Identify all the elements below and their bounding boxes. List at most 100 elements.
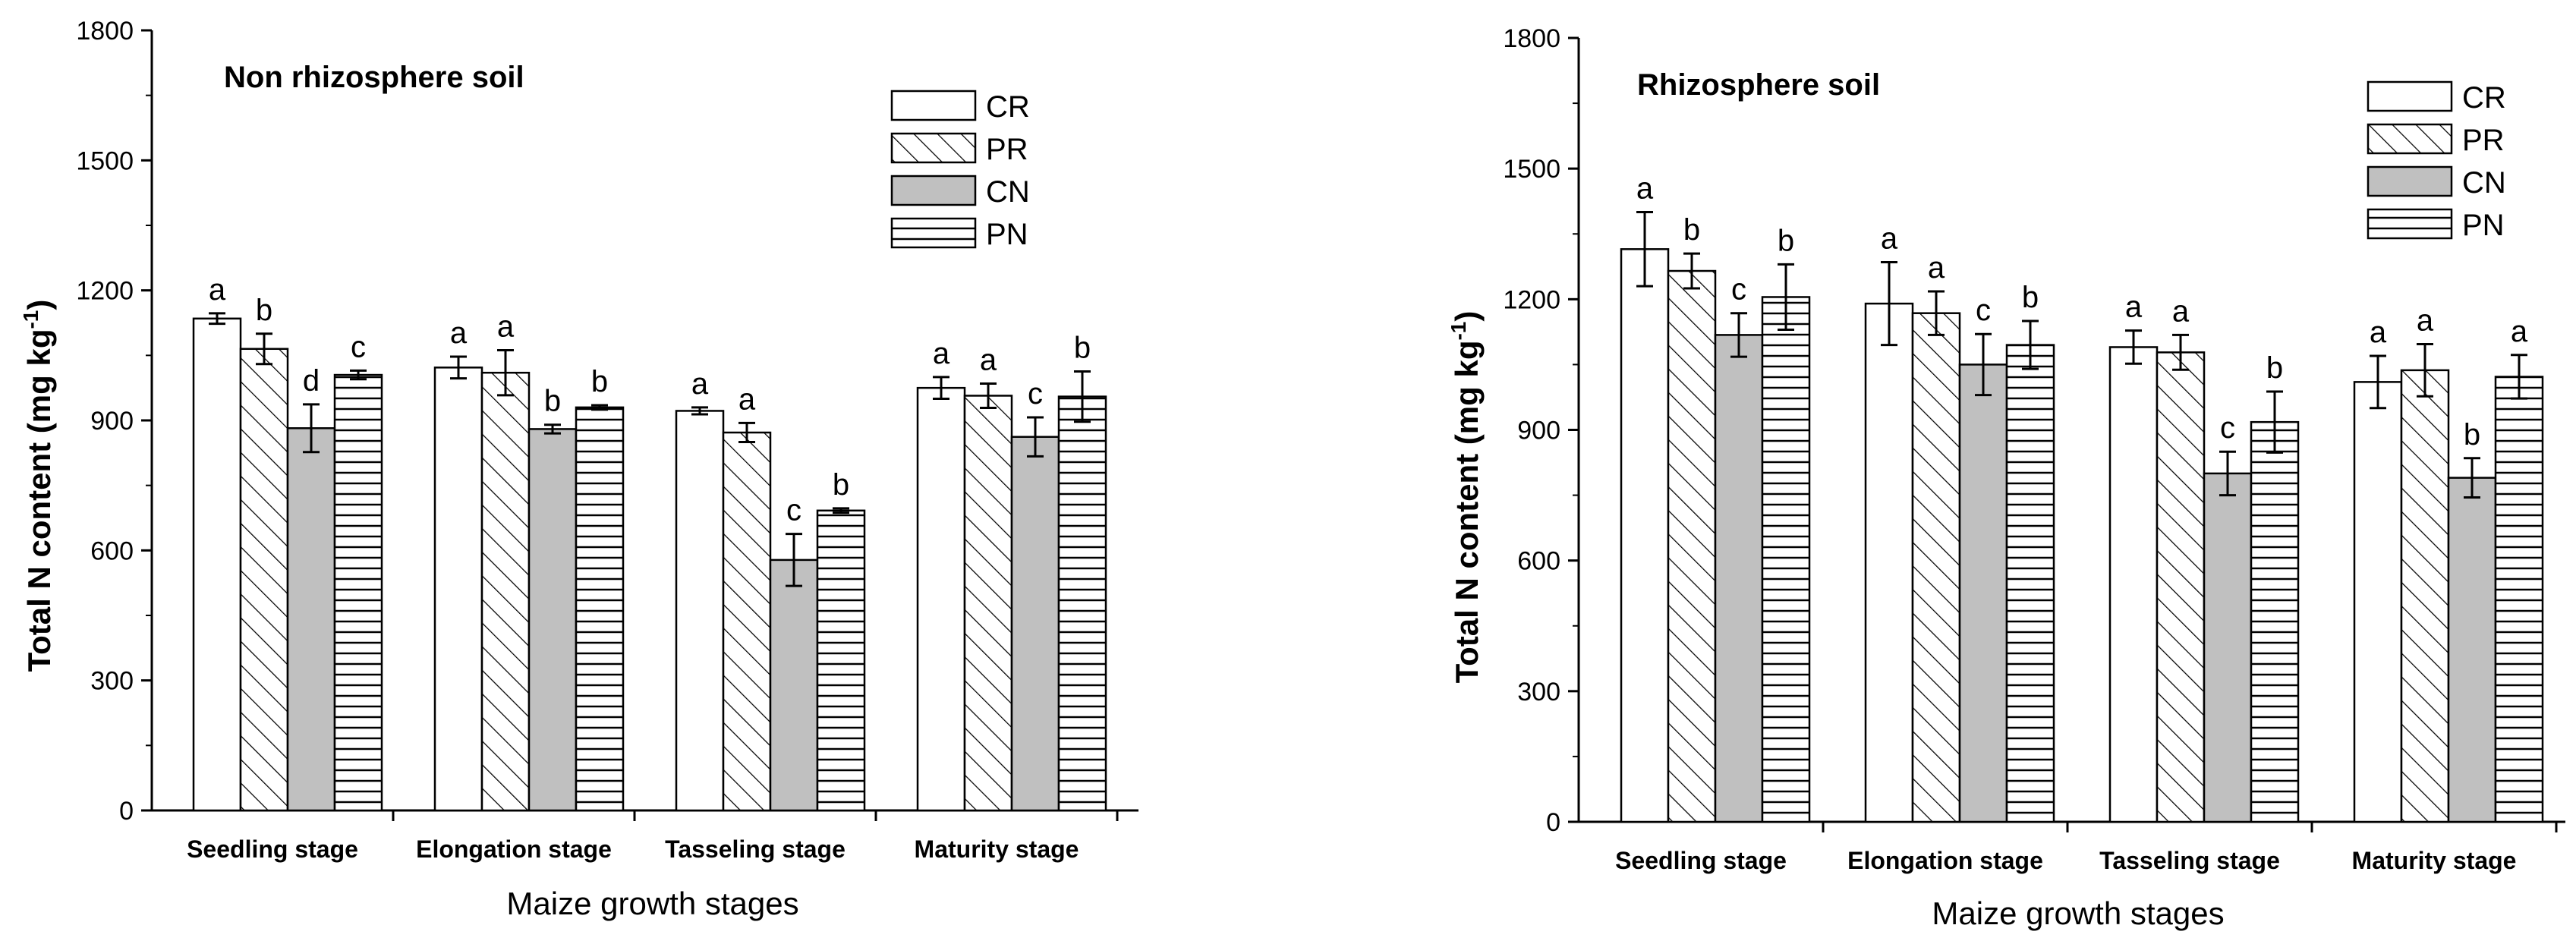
chart-1-x-tick-label: Seedling stage <box>187 835 358 863</box>
chart-2-y-tick-label: 300 <box>1517 678 1560 706</box>
chart-1-significance-letter: a <box>691 367 709 401</box>
chart-1-bar-cr <box>675 410 725 812</box>
chart-1-legend-label-pr: PR <box>986 133 1028 166</box>
chart-2-bar-pr <box>2156 351 2206 823</box>
chart-2-y-axis-label: Total N content (mg kg-1) <box>1447 311 1485 684</box>
chart-2-significance-letter: b <box>1683 213 1700 247</box>
chart-2-significance-letter: b <box>2022 281 2039 314</box>
chart-1-y-tick-label: 1500 <box>76 146 134 175</box>
chart-2-bar-pr <box>1911 312 1961 823</box>
chart-1-significance-letter: d <box>303 364 320 398</box>
chart-1-y-tick-label: 900 <box>90 407 134 436</box>
chart-1-legend-swatch-cr <box>890 90 977 121</box>
chart-2-bar-pn <box>2005 344 2055 823</box>
chart-2-significance-letter: a <box>1928 251 1945 285</box>
chart-1-significance-letter: a <box>497 310 515 343</box>
chart-2-significance-letter: b <box>2266 351 2283 385</box>
chart-1-legend-label-cn: CN <box>986 175 1030 209</box>
chart-2-significance-letter: c <box>1976 294 1991 327</box>
chart-2-legend-label-cr: CR <box>2462 81 2506 115</box>
chart-2-y-tick-label: 1200 <box>1503 285 1560 314</box>
chart-2-bar-pr <box>2400 369 2450 823</box>
chart-2-legend-swatch-cn <box>2367 165 2453 197</box>
chart-1-legend-label-cr: CR <box>986 90 1030 124</box>
chart-2-x-tick-label: Tasseling stage <box>2099 847 2280 874</box>
chart-2-bar-cr <box>1864 302 1914 823</box>
chart-2-significance-letter: a <box>2125 291 2143 324</box>
chart-2-y-tick-label: 600 <box>1517 547 1560 576</box>
chart-1-title: Non rhizosphere soil <box>224 61 524 94</box>
chart-1-x-tick-label: Elongation stage <box>416 835 612 863</box>
chart-1-y-tick-label: 600 <box>90 537 134 565</box>
chart-2-significance-letter: a <box>2370 316 2387 349</box>
chart-1-x-tick-label: Tasseling stage <box>665 835 846 863</box>
chart-1-significance-letter: c <box>1028 377 1043 411</box>
chart-2-y-tick-label: 900 <box>1517 417 1560 445</box>
chart-1-significance-letter: a <box>933 337 950 370</box>
chart-1-significance-letter: b <box>256 294 272 327</box>
chart-2-significance-letter: a <box>2417 304 2434 337</box>
chart-1-bar-pn <box>333 373 383 812</box>
chart-1-legend-swatch-cn <box>890 175 977 206</box>
chart-2-x-tick-label: Maturity stage <box>2352 847 2517 874</box>
chart-1-y-tick-label: 300 <box>90 667 134 696</box>
chart-2-bar-pn <box>2250 420 2300 823</box>
chart-1-bar-pn <box>1057 395 1107 812</box>
chart-2-bar-cn <box>1958 363 2008 823</box>
chart-2-y-axis-label-unit: (mg kg <box>1449 341 1485 445</box>
chart-1-y-tick-label: 1200 <box>76 277 134 306</box>
chart-1-bar-pr <box>480 371 531 812</box>
chart-2-legend-label-cn: CN <box>2462 166 2506 200</box>
chart-2-bar-cn <box>2447 477 2497 823</box>
chart-1-bar-cn <box>286 427 336 812</box>
chart-2-bar-pr <box>1667 269 1717 823</box>
chart-1-significance-letter: a <box>738 382 756 416</box>
chart-1-significance-letter: b <box>1074 331 1091 364</box>
chart-2-legend-swatch-pr <box>2367 123 2453 155</box>
chart-1-x-tick-label: Maturity stage <box>915 835 1079 863</box>
chart-1-legend-swatch-pr <box>890 132 977 164</box>
chart-1-significance-letter: c <box>351 330 366 363</box>
chart-2-bar-cr <box>1620 248 1670 823</box>
chart-1-bar-pn <box>816 509 866 812</box>
chart-2-bar-pn <box>1761 296 1811 823</box>
chart-1-significance-letter: b <box>591 365 608 398</box>
chart-2-significance-letter: c <box>2220 411 2235 445</box>
chart-1-bar-pn <box>575 406 625 812</box>
chart-2-legend-label-pr: PR <box>2462 124 2505 157</box>
chart-2-legend-swatch-cr <box>2367 80 2453 112</box>
chart-1-y-axis-label-close: ) <box>21 300 57 310</box>
chart-1-significance-letter: a <box>450 316 468 350</box>
chart-1-significance-letter: a <box>980 343 997 376</box>
chart-1-bar-pr <box>722 431 772 812</box>
chart-2-significance-letter: a <box>1881 222 1898 256</box>
chart-1-bar-pr <box>963 395 1013 812</box>
chart-2-y-tick-label: 1500 <box>1503 155 1560 184</box>
chart-1-x-axis-label: Maize growth stages <box>506 886 798 921</box>
chart-2-bar-cr <box>2108 346 2159 823</box>
chart-1-bar-cn <box>769 559 819 812</box>
chart-2-significance-letter: a <box>2172 294 2190 328</box>
chart-1-y-axis-label-unit: (mg kg <box>21 329 57 434</box>
chart-2-y-axis-label-main: Total N content <box>1449 454 1485 684</box>
chart-2-y-tick-label: 1800 <box>1503 24 1560 53</box>
chart-2-significance-letter: a <box>2511 315 2528 348</box>
chart-1-legend-swatch-pn <box>890 217 977 249</box>
chart-1-bar-cn <box>527 428 578 812</box>
chart-2-legend-label-pn: PN <box>2462 209 2505 242</box>
chart-2-y-axis-label-sup: -1 <box>1447 322 1470 341</box>
chart-2-significance-letter: c <box>1731 273 1746 307</box>
chart-2-y-axis-label-close: ) <box>1449 311 1485 322</box>
chart-2-bar-pn <box>2494 376 2544 823</box>
chart-2-x-axis-label: Maize growth stages <box>1932 895 2224 931</box>
chart-1-y-tick-label: 0 <box>119 797 134 826</box>
chart-2-bar-cn <box>1714 334 1764 823</box>
chart-1-legend-label-pn: PN <box>986 218 1028 251</box>
chart-2-title: Rhizosphere soil <box>1637 68 1880 102</box>
chart-1-y-tick-label: 1800 <box>76 17 134 46</box>
